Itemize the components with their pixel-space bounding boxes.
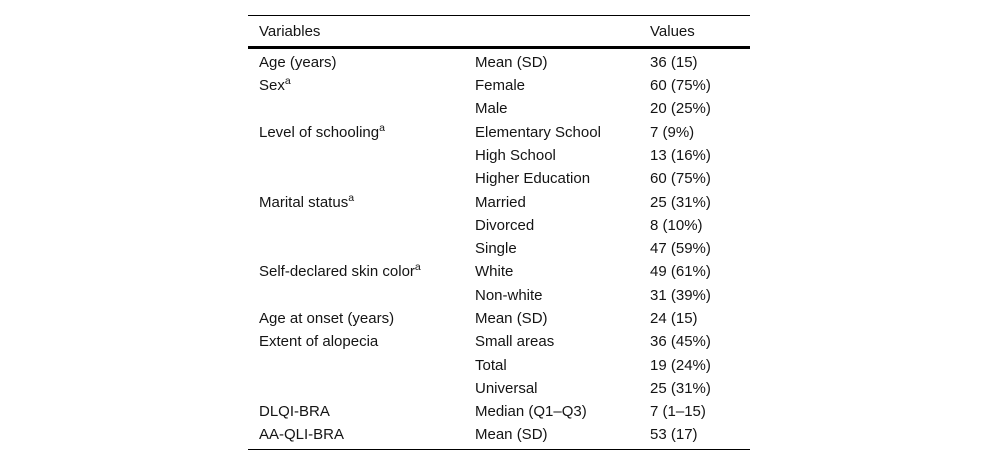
category-cell: Mean (SD) <box>475 310 548 327</box>
value-cell: 31 (39%) <box>650 286 711 304</box>
table-row: Age (years) Mean (SD) 36 (15) <box>248 51 750 74</box>
category-cell: Divorced <box>475 216 535 234</box>
value-cell: 24 (15) <box>650 310 698 327</box>
variable-cell: Marital statusa <box>259 191 355 211</box>
table-row: High School 13 (16%) <box>248 144 750 167</box>
table-header-rule <box>248 46 750 49</box>
value-cell: 49 (61%) <box>650 263 711 281</box>
variable-cell: Level of schoolinga <box>259 121 385 141</box>
value-cell: 60 (75%) <box>650 170 711 188</box>
table-row: Marital statusa Married 25 (31%) <box>248 190 750 213</box>
category-cell: White <box>475 263 514 281</box>
value-cell: 8 (10%) <box>650 216 703 234</box>
table-row: Non-white 31 (39%) <box>248 284 750 307</box>
table-bottom-rule <box>248 448 750 451</box>
category-cell: Higher Education <box>475 170 591 188</box>
demographics-table: Variables Values Age (years) Mean (SD) 36 … <box>248 15 750 451</box>
variable-cell: Extent of alopecia <box>259 333 379 351</box>
variable-cell: DLQI-BRA <box>259 403 330 421</box>
value-cell: 7 (9%) <box>650 123 695 141</box>
table-row: Male 20 (25%) <box>248 97 750 120</box>
value-cell: 36 (15) <box>650 53 698 71</box>
table-row: AA-QLI-BRA Mean (SD) 53 (17) <box>248 423 750 446</box>
column-header-variables: Variables <box>259 22 321 40</box>
table-body: Age (years) Mean (SD) 36 (15) Sexa Female 60 … <box>248 49 750 449</box>
category-cell: Married <box>475 193 526 211</box>
value-cell: 36 (45%) <box>650 333 711 351</box>
value-cell: 53 (17) <box>650 426 698 444</box>
value-cell: 47 (59%) <box>650 240 711 258</box>
table-row: DLQI-BRA Median (Q1–Q3) 7 (1–15) <box>248 400 750 423</box>
variable-cell: Sexa <box>259 75 291 95</box>
table-row: Divorced 8 (10%) <box>248 214 750 237</box>
table-row: Single 47 (59%) <box>248 237 750 260</box>
value-cell: 20 (25%) <box>650 100 711 118</box>
category-cell: Mean (SD) <box>475 426 548 444</box>
table-header-row: Variables Values <box>248 16 750 46</box>
category-cell: Elementary School <box>475 123 601 141</box>
category-cell: Total <box>475 356 507 374</box>
category-cell: Universal <box>475 379 538 397</box>
footnote-marker: a <box>284 75 291 88</box>
variable-cell: Self-declared skin colora <box>259 261 421 281</box>
table-row: Total 19 (24%) <box>248 353 750 376</box>
footnote-marker: a <box>414 261 421 274</box>
table-row: Age at onset (years) Mean (SD) 24 (15) <box>248 307 750 330</box>
value-cell: 7 (1–15) <box>650 403 706 421</box>
table-row: Level of schoolinga Elementary School 7 (9… <box>248 120 750 143</box>
category-cell: High School <box>475 146 556 164</box>
category-cell: Small areas <box>475 333 555 351</box>
variable-cell: Age (years) <box>259 53 337 71</box>
value-cell: 60 (75%) <box>650 77 711 95</box>
footnote-marker: a <box>348 191 355 204</box>
value-cell: 25 (31%) <box>650 193 711 211</box>
category-cell: Single <box>475 240 517 258</box>
table-row: Universal 25 (31%) <box>248 377 750 400</box>
value-cell: 25 (31%) <box>650 379 711 397</box>
category-cell: Median (Q1–Q3) <box>475 403 587 421</box>
category-cell: Male <box>475 100 508 118</box>
value-cell: 19 (24%) <box>650 356 711 374</box>
category-cell: Female <box>475 77 526 95</box>
category-cell: Non-white <box>475 286 543 304</box>
table-row: Higher Education 60 (75%) <box>248 167 750 190</box>
variable-cell: Age at onset (years) <box>259 310 395 327</box>
table-row: Sexa Female 60 (75%) <box>248 74 750 97</box>
table-top-rule <box>248 15 750 17</box>
table-row: Self-declared skin colora White 49 (61%) <box>248 260 750 283</box>
category-cell: Mean (SD) <box>475 53 548 71</box>
table-row: Extent of alopecia Small areas 36 (45%) <box>248 330 750 353</box>
variable-cell: AA-QLI-BRA <box>259 426 345 444</box>
column-header-values: Values <box>650 22 695 40</box>
value-cell: 13 (16%) <box>650 146 711 164</box>
footnote-marker: a <box>379 121 385 134</box>
